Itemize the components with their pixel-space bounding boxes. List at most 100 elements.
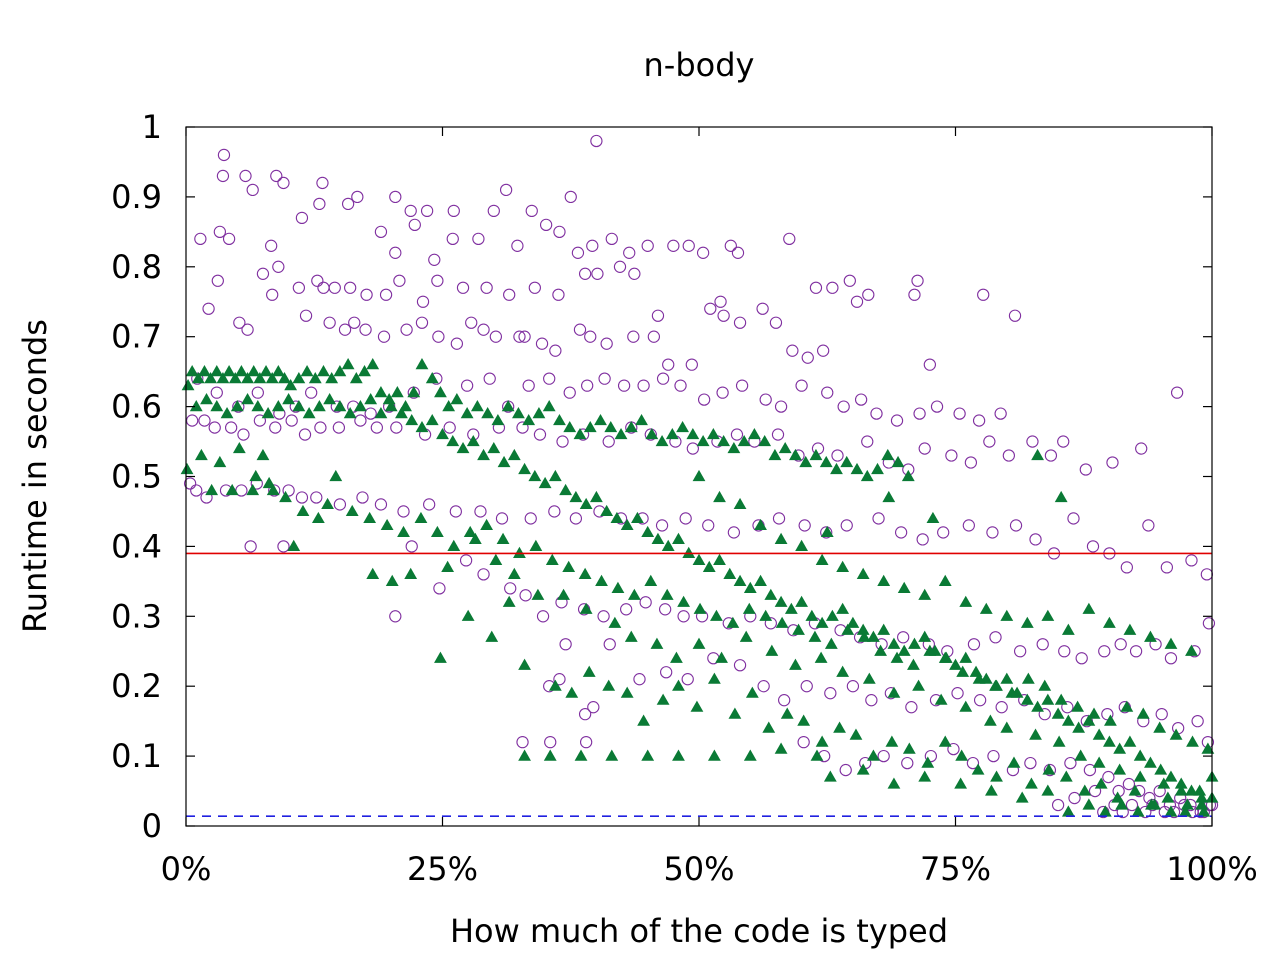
data-point-triangle [956,665,970,677]
data-point-circle [544,735,557,749]
data-point-triangle [594,413,607,426]
data-point-triangle [789,448,802,461]
data-point-circle [389,246,402,259]
data-point-circle [323,316,336,329]
data-point-circle [1155,708,1168,721]
data-point-triangle [707,672,721,684]
y-tick-label: 0 [142,807,162,845]
data-point-triangle [545,553,559,565]
data-point-triangle [287,539,301,551]
data-point-circle [397,505,410,518]
data-point-triangle [590,490,603,503]
chart-title: n-body [644,46,755,84]
data-point-triangle [682,546,696,558]
data-point-triangle [745,686,759,698]
data-point-triangle [1186,735,1199,747]
data-point-triangle [890,651,904,663]
data-point-triangle [579,602,593,614]
data-point-triangle [1054,693,1068,705]
data-point-circle [556,435,569,448]
data-point-triangle [271,400,285,412]
data-point-triangle [261,406,275,419]
y-axis-title: Runtime in seconds [16,319,54,633]
data-point-circle [379,288,393,301]
data-point-circle [198,414,211,427]
data-point-triangle [1157,777,1171,789]
data-point-triangle [715,651,728,663]
data-point-triangle [748,427,761,440]
data-point-triangle [611,581,625,593]
data-point-triangle [979,602,993,614]
data-point-circle [224,421,238,434]
y-tick-label: 0.5 [111,458,162,496]
data-point-circle [495,512,509,525]
data-point-triangle [908,637,921,649]
y-tick-label: 0.1 [111,737,162,775]
data-point-triangle [1148,798,1161,810]
data-point-circle [1024,756,1037,770]
data-point-triangle [1164,805,1178,817]
data-point-circle [210,386,223,399]
data-point-triangle [1072,721,1086,733]
data-point-circle [994,407,1007,420]
data-point-triangle [819,455,833,468]
data-point-circle [816,344,830,357]
data-point-circle [1135,442,1148,455]
data-point-circle [681,673,694,686]
data-point-circle [801,351,814,364]
data-point-circle [489,330,503,343]
data-point-triangle [210,365,224,377]
data-point-circle [433,582,446,595]
data-point-triangle [470,400,484,412]
data-point-triangle [333,400,347,412]
data-point-triangle [485,630,499,642]
data-point-circle [233,316,246,329]
data-point-triangle [333,365,347,377]
y-tick-label: 0.4 [111,527,162,565]
data-point-circle [677,610,690,623]
data-point-triangle [1133,749,1147,761]
data-point-circle [962,519,975,532]
data-point-circle [717,309,730,322]
data-point-circle [826,281,839,294]
data-point-triangle [228,372,242,384]
data-point-triangle [1193,784,1207,796]
data-point-triangle [461,609,475,621]
data-point-triangle [1007,756,1021,768]
data-point-circle [597,610,610,623]
data-point-triangle [579,497,593,510]
data-point-circle [846,680,860,693]
data-point-circle [930,400,944,413]
data-point-triangle [990,770,1003,782]
data-point-circle [450,337,464,350]
data-point-triangle [737,434,751,447]
reference-lines [186,552,1212,818]
data-point-triangle [1041,609,1055,621]
data-point-circle [277,176,290,190]
data-point-circle [237,428,250,441]
data-point-circle [356,491,369,504]
data-point-circle [487,204,500,218]
data-point-triangle [548,679,562,691]
data-point-triangle [1164,637,1178,649]
data-point-triangle [425,413,439,426]
data-point-triangle [897,581,911,593]
data-point-triangle [382,393,396,405]
data-point-circle [1057,435,1070,448]
data-point-circle [405,540,418,553]
data-point-triangle [627,588,641,600]
data-point-triangle [856,763,870,775]
data-point-triangle [562,560,576,572]
data-point-triangle [434,386,447,398]
data-point-triangle [216,372,230,384]
data-point-circle [798,519,811,532]
data-point-triangle [1000,721,1014,733]
data-point-triangle [1103,616,1116,628]
data-point-triangle [743,581,757,593]
data-point-triangle [1015,791,1029,803]
data-point-circle [1086,540,1100,553]
data-point-circle [894,526,908,539]
data-point-triangle [1164,770,1178,782]
data-point-triangle [321,497,334,510]
data-point-triangle [644,574,658,586]
